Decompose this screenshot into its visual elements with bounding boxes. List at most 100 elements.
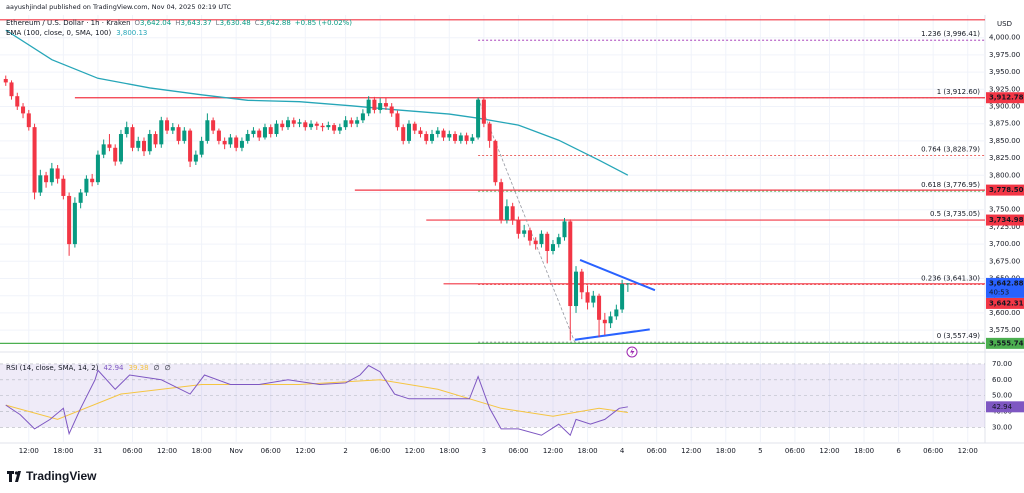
candle-body <box>516 220 521 234</box>
rsi-value-label: 42.94 <box>992 403 1013 411</box>
grid <box>0 15 985 442</box>
candle-body <box>170 127 175 131</box>
fib-label: 0.618 (3,776.95) <box>921 181 980 189</box>
level-box <box>986 92 1024 104</box>
candle-body <box>579 271 584 293</box>
candle-body <box>493 140 498 183</box>
candle-body <box>527 230 532 241</box>
candle-body <box>602 319 607 324</box>
legend-ema: EMA (100, close, 0, SMA, 100) 3,800.13 <box>6 29 147 37</box>
ema-line <box>5 29 629 176</box>
rsi-ma-line <box>5 379 628 420</box>
candle-body <box>199 140 204 155</box>
x-tick-label: 06:00 <box>785 447 805 455</box>
y-tick-label: 3,950.00 <box>989 68 1020 76</box>
level-label: 3,642.31 <box>989 299 1024 307</box>
x-tick-label: 12:00 <box>958 447 978 455</box>
rsi-tick-label: 30.00 <box>992 423 1012 431</box>
candle-body <box>447 134 452 138</box>
brand: TradingView <box>26 469 97 483</box>
price-pane: 1.236 (3,996.41) 1 (3,912.60) 0.764 (3,828… <box>0 19 985 344</box>
level-label: 3,778.50 <box>989 186 1024 194</box>
candle-body <box>470 137 475 141</box>
fib-label: 0 (3,557.49) <box>937 332 981 340</box>
x-tick-label: 12:00 <box>543 447 563 455</box>
rsi-tick-label: 70.00 <box>992 360 1012 368</box>
countdown: 40:53 <box>989 288 1009 296</box>
candle-body <box>21 106 26 114</box>
candle-body <box>464 135 469 141</box>
candle-body <box>441 130 446 138</box>
x-tick-label: 12:00 <box>19 447 39 455</box>
candle-body <box>556 237 561 245</box>
legend-key: C <box>255 19 260 27</box>
candle-body <box>239 140 244 148</box>
x-tick-label: 12:00 <box>405 447 425 455</box>
x-tick-label: 06:00 <box>261 447 281 455</box>
candle-body <box>510 206 515 221</box>
x-tick-label: 18:00 <box>854 447 874 455</box>
x-tick-label: 18:00 <box>716 447 736 455</box>
candle-body <box>608 316 613 324</box>
candle-body <box>412 123 417 131</box>
candle-body <box>378 103 383 110</box>
candle-body <box>101 144 106 155</box>
y-tick-label: 3,750.00 <box>989 206 1020 214</box>
brand-logo <box>7 471 21 482</box>
candle-body <box>568 221 573 307</box>
candle-body <box>539 233 544 245</box>
x-tick-label: 12:00 <box>157 447 177 455</box>
level-box <box>986 297 1024 309</box>
level-box <box>986 184 1024 196</box>
candle-body <box>504 206 509 221</box>
candle-body <box>193 154 198 162</box>
candle-body <box>165 120 170 131</box>
candle-body <box>113 147 118 162</box>
candle-body <box>522 230 527 234</box>
y-tick-label: 3,700.00 <box>989 240 1020 248</box>
candle-body <box>38 175 43 193</box>
candle-body <box>32 127 37 193</box>
y-tick-label: 3,600.00 <box>989 309 1020 317</box>
candle-body <box>222 140 227 145</box>
x-tick-label: 12:00 <box>681 447 701 455</box>
candle-body <box>424 134 429 141</box>
candle-body <box>585 292 590 303</box>
x-tick-label: 06:00 <box>647 447 667 455</box>
level-box <box>986 214 1024 226</box>
level-label: 3,555.74 <box>989 339 1024 347</box>
rsi-value: 42.94 <box>103 364 124 372</box>
x-tick-label: 6 <box>896 447 901 455</box>
x-tick-label: 18:00 <box>577 447 597 455</box>
candle-body <box>435 130 440 135</box>
legend-key: L <box>216 19 220 27</box>
y-tick-label: 3,875.00 <box>989 120 1020 128</box>
candle-body <box>430 134 435 141</box>
legend-symbol: Ethereum / U.S. Dollar · 1h · Kraken <box>6 19 131 27</box>
y-tick-label: 4,000.00 <box>989 34 1020 42</box>
candle-body <box>84 178 89 193</box>
candle-body <box>355 120 360 124</box>
rsi-pane <box>0 363 985 437</box>
rsi-ma-value: 39.38 <box>128 364 148 372</box>
rsi-name: RSI (14, close, SMA, 14, 2) <box>6 364 99 372</box>
legend-main: Ethereum / U.S. Dollar · 1h · Kraken O3,6… <box>6 19 352 27</box>
candle-body <box>285 120 291 128</box>
candle-body <box>78 192 83 203</box>
candle-body <box>90 178 95 183</box>
level-label: 3,734.98 <box>989 216 1024 224</box>
candle-body <box>153 134 158 145</box>
candle-body <box>159 120 164 145</box>
candle-body <box>545 233 550 251</box>
candle-body <box>245 134 250 141</box>
legend-value: 3,630.48 <box>220 19 251 27</box>
candle-body <box>216 130 221 141</box>
x-tick-label: 06:00 <box>508 447 528 455</box>
candle-body <box>262 127 267 138</box>
candle-body <box>141 140 147 152</box>
candle-body <box>389 106 394 114</box>
trend-line <box>574 328 650 341</box>
alert-icon <box>626 346 638 358</box>
